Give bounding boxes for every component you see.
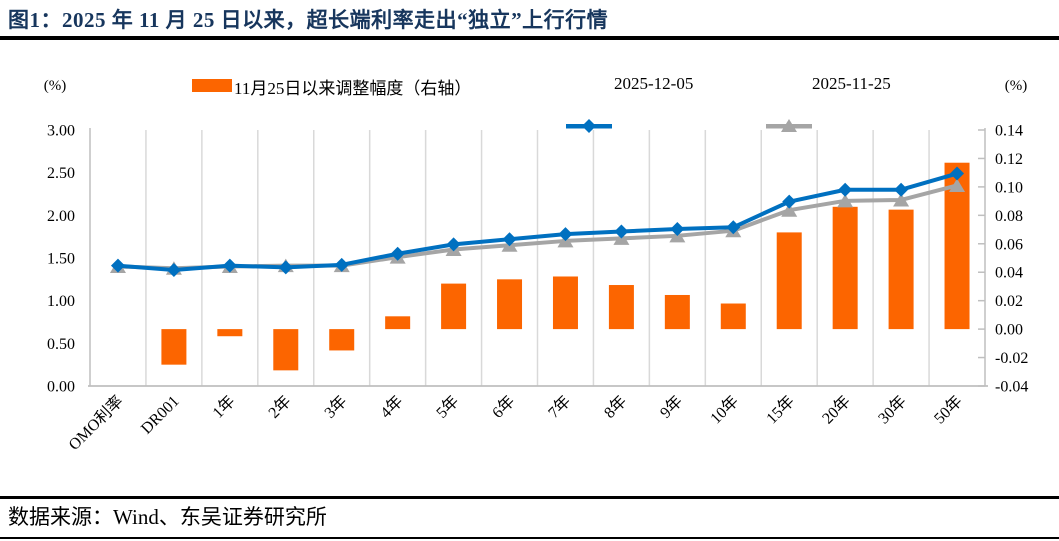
triangle-marker <box>781 203 798 217</box>
series-2025-12-05 <box>110 166 965 277</box>
legend-line-diamond-icon <box>566 78 612 133</box>
bar-20年 <box>832 206 858 330</box>
svg-text:0.02: 0.02 <box>995 293 1023 310</box>
diamond-marker <box>502 232 517 247</box>
legend-bar-label: 11月25日以来调整幅度（右轴） <box>234 79 472 98</box>
x-axis-labels: OMO利率 DR001 1年 2年 3年 4年 5年 6年 7年 8年 9年 10年 15年 20年 30年… <box>65 392 966 454</box>
left-axis-labels: 0.00 0.50 1.00 1.50 2.00 2.50 3.00 (%) <box>44 78 75 396</box>
svg-text:2.50: 2.50 <box>47 165 75 182</box>
diamond-marker <box>950 166 965 181</box>
bar-6年 <box>497 279 523 330</box>
bar-4年 <box>385 316 411 330</box>
triangle-marker <box>949 178 966 192</box>
right-axis-labels: -0.04 -0.02 0.00 0.02 0.04 0.06 0.08 0.10 0.12 0.… <box>978 78 1028 396</box>
bar-9年 <box>664 294 690 330</box>
svg-text:1.50: 1.50 <box>47 251 75 268</box>
bar-2年 <box>273 329 299 371</box>
svg-text:0.04: 0.04 <box>995 265 1023 282</box>
svg-text:-0.02: -0.02 <box>995 350 1028 367</box>
diamond-marker <box>334 257 349 272</box>
bar-8年 <box>608 285 634 330</box>
svg-text:1.00: 1.00 <box>47 293 75 310</box>
x-axis-label: 30年 <box>875 392 910 427</box>
legend-series2-label: 2025-11-25 <box>812 74 891 93</box>
svg-text:0.00: 0.00 <box>47 379 75 396</box>
x-axis-label: 9年 <box>656 392 686 422</box>
x-axis-label: 15年 <box>763 392 798 427</box>
svg-text:3.00: 3.00 <box>47 123 75 140</box>
x-axis-label: 2年 <box>265 392 295 422</box>
legend-line-triangle-icon <box>766 78 812 132</box>
diamond-marker <box>838 182 853 197</box>
bar-series <box>161 162 970 371</box>
title-divider-rule <box>0 36 1059 40</box>
diamond-marker <box>782 194 797 209</box>
footer-divider-rule <box>0 496 1059 499</box>
svg-text:0.14: 0.14 <box>995 123 1023 140</box>
diamond-marker <box>278 260 293 275</box>
diamond-marker <box>558 227 573 242</box>
diamond-marker <box>726 220 741 235</box>
diamond-marker <box>390 246 405 261</box>
diamond-marker <box>614 224 629 239</box>
left-axis-unit: (%) <box>44 78 67 94</box>
svg-text:-0.04: -0.04 <box>995 379 1028 396</box>
axis-lines <box>88 128 988 387</box>
x-axis-label: 1年 <box>209 392 239 422</box>
bar-15年 <box>776 232 802 330</box>
bar-7年 <box>552 276 578 330</box>
svg-text:0.10: 0.10 <box>995 179 1023 196</box>
data-source-note: 数据来源：Wind、东吴证券研究所 <box>8 505 327 529</box>
bar-DR001 <box>161 329 187 365</box>
x-axis-label: 7年 <box>545 392 575 422</box>
diamond-marker <box>670 221 685 236</box>
svg-text:2.00: 2.00 <box>47 208 75 225</box>
diamond-marker <box>166 262 181 277</box>
svg-text:0.00: 0.00 <box>995 322 1023 339</box>
diamond-marker <box>894 182 909 197</box>
x-axis-label: OMO利率 <box>65 392 127 454</box>
triangle-marker <box>893 192 910 207</box>
svg-text:0.50: 0.50 <box>47 336 75 353</box>
x-axis-label: 50年 <box>930 392 965 427</box>
legend-bar-swatch <box>192 79 232 92</box>
figure-title: 图1：2025 年 11 月 25 日以来，超长端利率走出“独立”上行行情 <box>8 8 609 32</box>
legend-series1-label: 2025-12-05 <box>614 74 694 93</box>
diamond-marker <box>222 258 237 273</box>
x-axis-label: DR001 <box>138 393 183 438</box>
right-axis-unit: (%) <box>1005 78 1028 94</box>
bar-10年 <box>720 303 746 330</box>
bar-5年 <box>441 283 467 330</box>
diamond-marker <box>110 258 125 273</box>
triangle-marker <box>837 193 854 208</box>
svg-text:0.12: 0.12 <box>995 151 1023 168</box>
x-axis-label: 4年 <box>377 392 407 422</box>
x-axis-label: 8年 <box>601 392 631 422</box>
bar-30年 <box>888 209 914 330</box>
yield-curve-chart: 0.000.501.001.502.002.503.00(%)-0.04-0.0… <box>44 78 1029 454</box>
bar-1年 <box>217 329 243 337</box>
diamond-marker <box>446 237 461 252</box>
gridlines <box>145 130 930 386</box>
x-axis-label: 3年 <box>321 392 351 422</box>
svg-text:0.06: 0.06 <box>995 236 1023 253</box>
x-axis-label: 5年 <box>433 392 463 422</box>
x-axis-label: 10年 <box>707 392 742 427</box>
svg-text:0.08: 0.08 <box>995 208 1023 225</box>
bar-3年 <box>329 329 355 351</box>
x-axis-label: 6年 <box>489 392 519 422</box>
x-axis-label: 20年 <box>819 392 854 427</box>
bottom-border-rule <box>0 537 1059 539</box>
